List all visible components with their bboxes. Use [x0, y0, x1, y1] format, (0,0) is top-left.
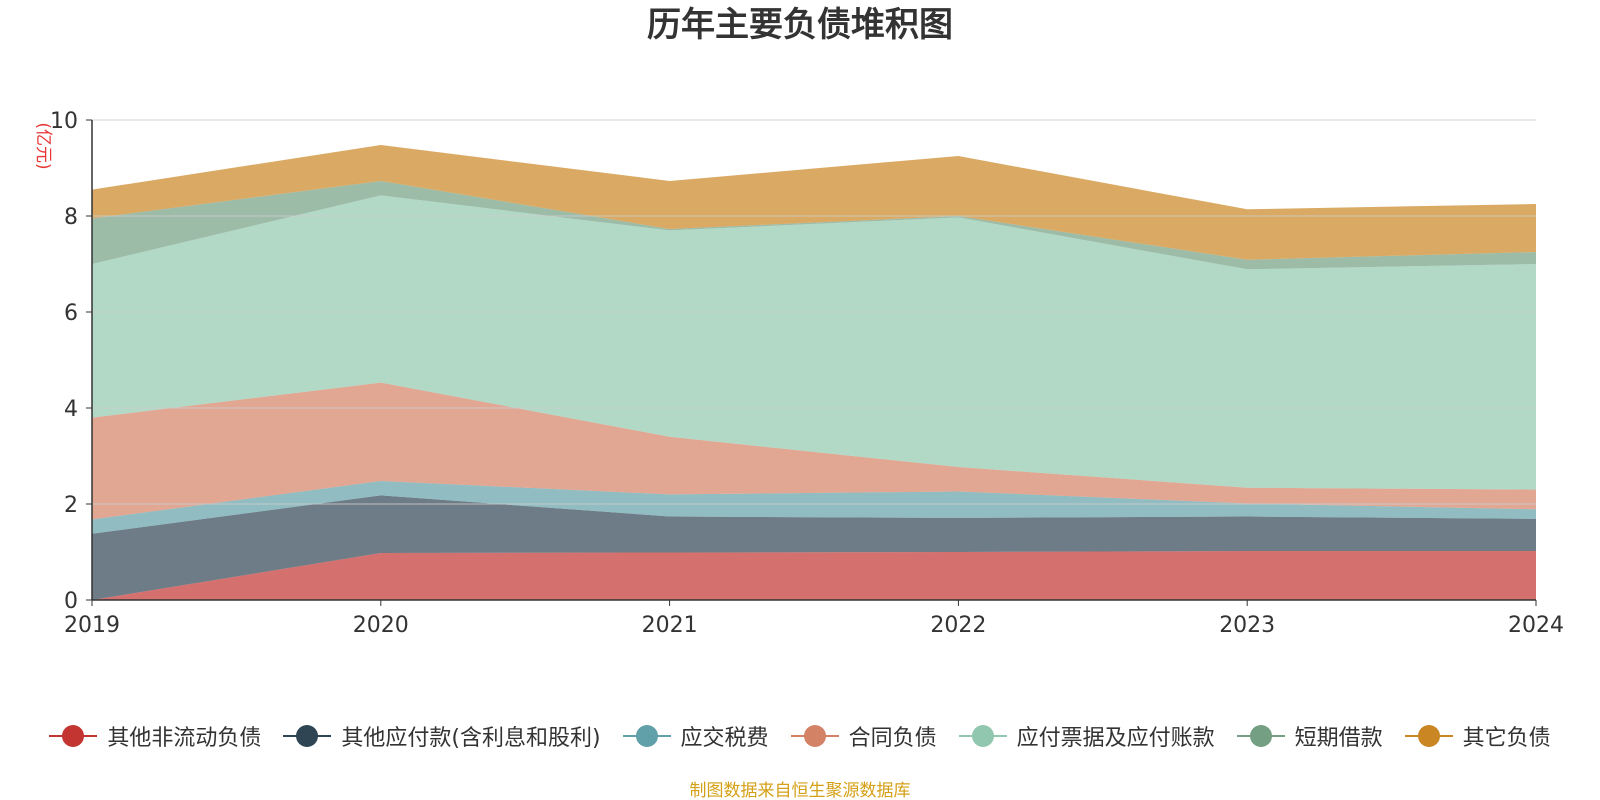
- legend-marker-icon: [958, 724, 1007, 748]
- area-series-3: [92, 481, 1536, 534]
- legend-label: 其他非流动负债: [107, 726, 262, 751]
- chart-legend: 其他非流动负债 其他应付款(含利息和股利) 应交税费 合同负债 应付票据及应付账款 短期借…: [0, 714, 1600, 758]
- legend-marker-icon: [1404, 724, 1453, 748]
- legend-label: 短期借款: [1294, 726, 1383, 751]
- legend-label: 其它负债: [1462, 726, 1551, 751]
- area-series-4: [92, 382, 1536, 520]
- legend-marker-icon: [49, 724, 98, 748]
- legend-item-2[interactable]: 其他应付款(含利息和股利): [283, 720, 601, 752]
- y-tick-label: 2: [64, 493, 78, 518]
- stacked-area-chart: 0 2 4 6 8 10 2019 2020 2021 2022 2023 2024 (亿元): [33, 109, 1564, 638]
- x-tick-label: 2023: [1219, 613, 1275, 638]
- y-axis-unit-label: (亿元): [33, 122, 53, 169]
- y-tick-label: 8: [64, 205, 78, 230]
- legend-item-1[interactable]: 其他非流动负债: [49, 720, 261, 752]
- area-series-6: [92, 181, 1536, 270]
- x-tick-label: 2024: [1508, 613, 1564, 638]
- legend-item-5[interactable]: 应付票据及应付账款: [958, 720, 1215, 752]
- area-series-2: [92, 495, 1536, 600]
- source-note: 制图数据来自恒生聚源数据库: [689, 781, 911, 800]
- legend-marker-icon: [622, 724, 671, 748]
- x-tick-label: 2020: [353, 613, 409, 638]
- legend-marker-icon: [1236, 724, 1285, 748]
- legend-label: 应交税费: [680, 726, 769, 751]
- legend-marker-icon: [790, 724, 839, 748]
- legend-label: 合同负债: [848, 726, 937, 751]
- legend-item-3[interactable]: 应交税费: [622, 720, 769, 752]
- x-tick-label: 2022: [930, 613, 986, 638]
- area-series-7: [92, 145, 1536, 260]
- x-tick-label: 2021: [642, 613, 698, 638]
- y-tick-label: 4: [64, 397, 78, 422]
- area-series-1: [92, 551, 1536, 600]
- legend-marker-icon: [283, 724, 332, 748]
- legend-item-4[interactable]: 合同负债: [790, 720, 937, 752]
- chart-title: 历年主要负债堆积图: [647, 5, 953, 45]
- y-tick-label: 10: [50, 109, 78, 134]
- y-tick-label: 0: [64, 589, 78, 614]
- legend-label: 其他应付款(含利息和股利): [341, 726, 601, 751]
- y-tick-label: 6: [64, 301, 78, 326]
- legend-label: 应付票据及应付账款: [1016, 726, 1215, 751]
- x-tick-label: 2019: [64, 613, 120, 638]
- legend-item-7[interactable]: 其它负债: [1404, 720, 1551, 752]
- area-series-5: [92, 195, 1536, 490]
- legend-item-6[interactable]: 短期借款: [1236, 720, 1383, 752]
